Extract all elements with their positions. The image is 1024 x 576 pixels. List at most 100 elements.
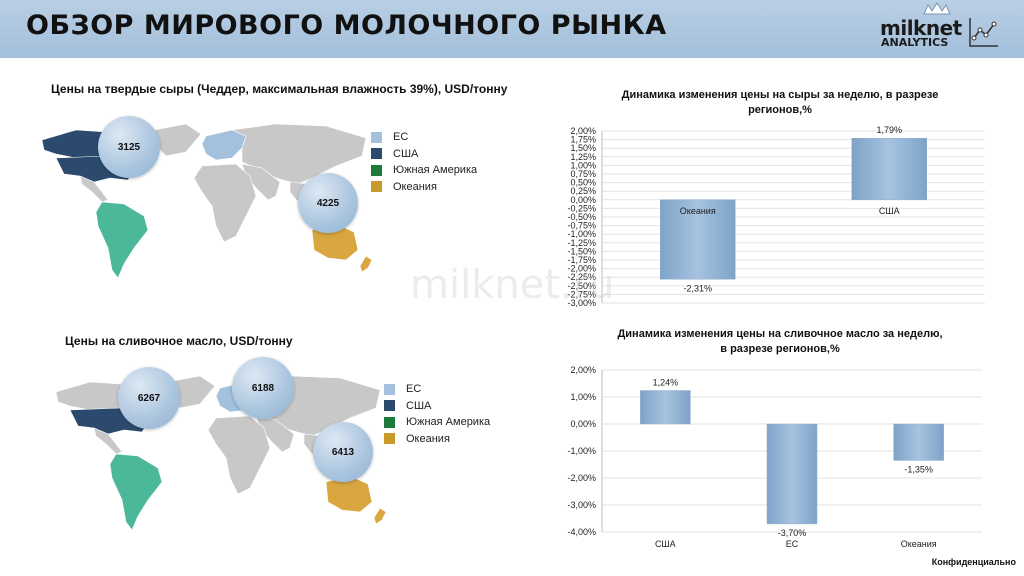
legend-label-usa: США xyxy=(406,399,432,412)
category-label: Океания xyxy=(680,206,716,216)
y-tick-label: 2,00% xyxy=(570,126,596,136)
cheese-legend: ЕС США Южная Америка Океания xyxy=(371,129,477,195)
cheese-chart-title: Динамика изменения цены на сыры за недел… xyxy=(590,88,970,118)
y-tick-label: -0,75% xyxy=(567,221,596,231)
legend-swatch-oceania xyxy=(384,433,395,445)
butter-usa-price: 6267 xyxy=(137,392,161,404)
bar-2 xyxy=(893,423,944,461)
legend-label-south-america: Южная Америка xyxy=(406,416,491,429)
cheese-chart-title-line1: Динамика изменения цены на сыры за недел… xyxy=(621,89,939,101)
y-tick-label: -3,00% xyxy=(567,298,596,308)
cheese-prices-title: Цены на твердые сыры (Чеддер, максимальн… xyxy=(51,82,508,96)
legend-swatch-oceania xyxy=(371,181,382,193)
y-tick-label: 1,50% xyxy=(570,143,596,153)
cheese-oceania-price-bubble: 4225 xyxy=(298,173,358,233)
logo-name: milknet xyxy=(880,16,962,40)
y-tick-label: -2,00% xyxy=(567,264,596,274)
bar-0 xyxy=(640,390,691,425)
butter-chart-title: Динамика изменения цены на сливочное мас… xyxy=(590,327,970,357)
legend-label-oceania: Океания xyxy=(406,432,450,445)
legend-swatch-usa xyxy=(384,400,395,412)
crown-icon xyxy=(923,2,951,15)
y-tick-label: 0,75% xyxy=(570,169,596,179)
bar-value-label: 1,79% xyxy=(876,125,902,135)
category-label: США xyxy=(879,206,900,216)
y-tick-label: 0,00% xyxy=(570,419,596,429)
bar-value-label: -1,35% xyxy=(904,464,933,474)
category-label: ЕС xyxy=(786,539,799,549)
bar-0 xyxy=(660,199,736,280)
legend-label-eu: ЕС xyxy=(393,131,409,144)
milknet-logo[interactable]: milknet ANALYTICS xyxy=(880,2,1000,52)
y-tick-label: 1,00% xyxy=(570,160,596,170)
y-tick-label: -3,00% xyxy=(567,500,596,510)
y-tick-label: -2,25% xyxy=(567,272,596,282)
bar-1 xyxy=(766,423,818,525)
cheese-price-change-chart: 2,00%1,75%1,50%1,25%1,00%0,75%0,50%0,25%… xyxy=(567,125,985,308)
y-tick-label: -2,75% xyxy=(567,289,596,299)
butter-usa-price-bubble: 6267 xyxy=(118,367,180,429)
legend-label-usa: США xyxy=(393,147,419,160)
legend-swatch-eu xyxy=(371,131,382,143)
y-tick-label: 2,00% xyxy=(570,365,596,375)
header-bar: ОБЗОР МИРОВОГО МОЛОЧНОГО РЫНКА milknet A… xyxy=(0,0,1024,58)
y-tick-label: -1,00% xyxy=(567,229,596,239)
y-tick-label: 0,25% xyxy=(570,186,596,196)
analytics-graph-icon xyxy=(969,18,998,47)
cheese-oceania-price: 4225 xyxy=(316,197,340,209)
butter-chart-title-line1: Динамика изменения цены на сливочное мас… xyxy=(617,328,943,340)
world-map-shapes xyxy=(41,123,373,279)
bar-value-label: 1,24% xyxy=(653,378,679,388)
legend-item-south-america: Южная Америка xyxy=(384,414,490,431)
y-tick-label: -0,50% xyxy=(567,212,596,222)
legend-item-south-america: Южная Америка xyxy=(371,162,477,179)
y-tick-label: 1,75% xyxy=(570,135,596,145)
bar-1 xyxy=(851,137,927,201)
category-label: США xyxy=(655,539,676,549)
y-tick-label: 1,00% xyxy=(570,392,596,402)
legend-item-oceania: Океания xyxy=(384,431,490,448)
legend-item-usa: США xyxy=(371,146,477,163)
cheese-world-map xyxy=(41,123,373,279)
butter-eu-price-bubble: 6188 xyxy=(232,357,294,419)
legend-swatch-eu xyxy=(384,383,395,395)
butter-eu-price: 6188 xyxy=(251,382,275,394)
butter-legend: ЕС США Южная Америка Океания xyxy=(384,381,490,447)
cheese-chart-title-line2: регионов,% xyxy=(748,104,812,116)
cheese-usa-price-bubble: 3125 xyxy=(98,116,160,178)
confidential-note: Конфиденциально xyxy=(931,557,1016,567)
y-tick-label: -2,00% xyxy=(567,473,596,483)
y-tick-label: -1,00% xyxy=(567,446,596,456)
y-tick-label: 0,00% xyxy=(570,195,596,205)
legend-label-south-america: Южная Америка xyxy=(393,164,478,177)
butter-chart-title-line2: в разрезе регионов,% xyxy=(720,343,840,355)
butter-oceania-price-bubble: 6413 xyxy=(313,422,373,482)
y-tick-label: -0,25% xyxy=(567,203,596,213)
bar-value-label: -2,31% xyxy=(683,283,712,293)
legend-item-usa: США xyxy=(384,398,490,415)
legend-swatch-south-america xyxy=(371,164,382,176)
y-tick-label: -1,75% xyxy=(567,255,596,265)
y-tick-label: -1,25% xyxy=(567,238,596,248)
y-tick-label: 0,50% xyxy=(570,178,596,188)
y-tick-label: -1,50% xyxy=(567,246,596,256)
cheese-usa-price: 3125 xyxy=(117,141,141,153)
watermark: milknet.ru xyxy=(410,262,615,308)
butter-oceania-price: 6413 xyxy=(331,446,355,458)
legend-item-eu: ЕС xyxy=(371,129,477,146)
category-label: Океания xyxy=(901,539,937,549)
y-tick-label: -4,00% xyxy=(567,527,596,537)
bar-value-label: -3,70% xyxy=(778,528,807,538)
legend-swatch-usa xyxy=(371,148,382,160)
legend-item-eu: ЕС xyxy=(384,381,490,398)
butter-price-change-chart: 2,00% 1,00% 0,00% -1,00% -2,00% -3,00% -4,00% 1… xyxy=(567,365,982,549)
legend-label-oceania: Океания xyxy=(393,180,437,193)
y-tick-label: -2,50% xyxy=(567,281,596,291)
legend-swatch-south-america xyxy=(384,416,395,428)
y-tick-label: 1,25% xyxy=(570,152,596,162)
legend-label-eu: ЕС xyxy=(406,383,422,396)
logo-subtitle: ANALYTICS xyxy=(881,36,949,49)
butter-prices-title: Цены на сливочное масло, USD/тонну xyxy=(65,334,293,348)
page-title: ОБЗОР МИРОВОГО МОЛОЧНОГО РЫНКА xyxy=(26,10,667,41)
legend-item-oceania: Океания xyxy=(371,179,477,196)
